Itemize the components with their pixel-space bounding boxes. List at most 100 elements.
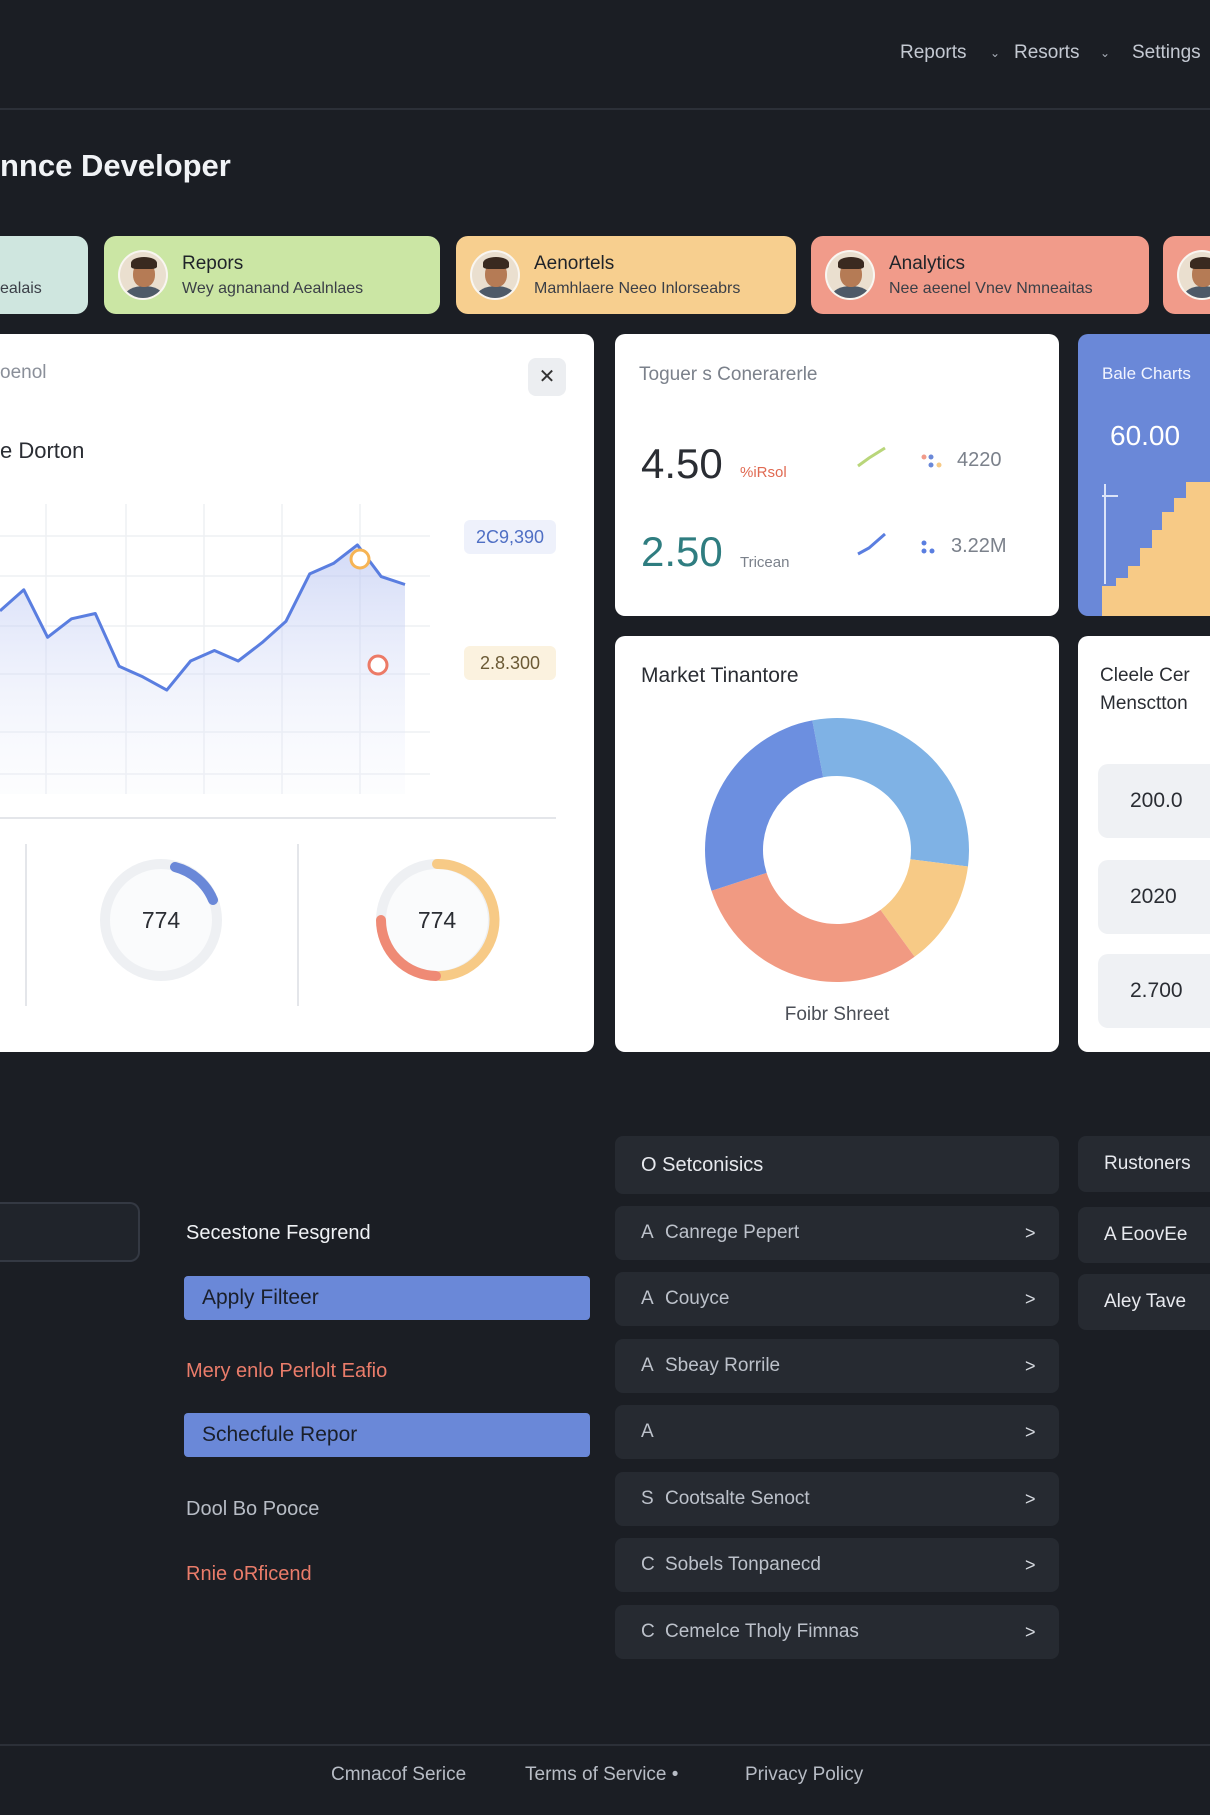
- row-letter: A: [641, 1288, 654, 1309]
- avatar: [1177, 250, 1210, 300]
- settings-list-row[interactable]: A Sbeay Rorrile >: [615, 1339, 1059, 1393]
- setting-label: Mery enlo Perlolt Eafio: [186, 1360, 388, 1382]
- top-nav: Reports ⌄ Resorts ⌄ Settings: [0, 0, 1210, 110]
- chevron-right-icon[interactable]: >: [1025, 1622, 1036, 1642]
- chevron-right-icon[interactable]: >: [1025, 1555, 1036, 1575]
- right-column-item[interactable]: Aley Tave: [1078, 1274, 1210, 1330]
- close-button[interactable]: ✕: [528, 358, 566, 396]
- donut-slice: [711, 872, 915, 982]
- nav-item-settings[interactable]: Settings: [1132, 42, 1201, 63]
- panel-title: Bale Charts: [1102, 364, 1191, 383]
- profile-card[interactable]: [1163, 236, 1210, 314]
- row-label: Sbeay Rorrile: [665, 1355, 781, 1376]
- metric-label: Tricean: [740, 554, 790, 571]
- step-chart: [1102, 482, 1210, 616]
- progress-ring-track: [100, 859, 222, 981]
- donut-slice: [812, 718, 969, 867]
- chevron-right-icon[interactable]: >: [1025, 1422, 1036, 1442]
- ring-value: 774: [417, 907, 457, 933]
- value-tag: 2C9,390: [464, 520, 556, 554]
- chevron-down-icon[interactable]: ⌄: [990, 46, 1001, 60]
- footer-divider: [0, 1744, 1210, 1746]
- list-item[interactable]: 2020: [1098, 860, 1210, 934]
- metric-label: %iRsol: [740, 464, 787, 481]
- line-chart: [0, 504, 556, 1006]
- row-label: Cemelce Tholy Fimnas: [665, 1621, 859, 1642]
- chevron-down-icon[interactable]: ⌄: [1100, 46, 1111, 60]
- settings-list-row[interactable]: S Cootsalte Senoct >: [615, 1472, 1059, 1526]
- avatar: [118, 250, 168, 300]
- settings-list-row[interactable]: C Cemelce Tholy Fimnas >: [615, 1605, 1059, 1659]
- panel-title: oenol: [0, 362, 47, 383]
- profile-card[interactable]: ealais: [0, 236, 88, 314]
- donut-chart-panel: Market Tinantore Foibr Shreet: [615, 636, 1059, 1052]
- panel-title: Market Tinantore: [641, 664, 799, 687]
- ring-value: 774: [141, 907, 181, 933]
- row-label: Cootsalte Senoct: [665, 1488, 810, 1509]
- value-tag: 2.8.300: [464, 646, 556, 680]
- footer-link-privacy[interactable]: Privacy Policy: [745, 1764, 864, 1785]
- profile-desc: Mamhlaere Neeo Inlorseabrs: [534, 280, 741, 297]
- profile-card[interactable]: Analytics Nee aeenel Vnev Nmneaitas: [811, 236, 1149, 314]
- footer-link-terms[interactable]: Terms of Service •: [525, 1764, 679, 1785]
- donut-chart: [705, 718, 969, 982]
- metric-secondary: 3.22M: [951, 535, 1007, 557]
- profile-card[interactable]: Repors Wey agnanand Aealnlaes: [104, 236, 440, 314]
- row-letter: A: [641, 1355, 654, 1376]
- settings-list-row[interactable]: A Couyce >: [615, 1272, 1059, 1326]
- list-item[interactable]: 2.700: [1098, 954, 1210, 1028]
- schedule-report-button[interactable]: Schecfule Repor: [184, 1413, 590, 1457]
- main-chart-panel: oenol ✕ e Dorton 2C9,390 2.8.300 774 774: [0, 334, 594, 1052]
- settings-list-row[interactable]: C Sobels Tonpanecd >: [615, 1538, 1059, 1592]
- metric-value: 2.50: [641, 528, 723, 575]
- setting-label: Secestone Fesgrend: [186, 1222, 371, 1244]
- chevron-right-icon[interactable]: >: [1025, 1356, 1036, 1376]
- setting-label: Rnie oRficend: [186, 1563, 312, 1585]
- nav-item-resorts[interactable]: Resorts: [1014, 42, 1080, 63]
- dots-icon: [921, 540, 935, 554]
- dots-icon: [921, 454, 942, 468]
- row-label: Couyce: [665, 1288, 730, 1309]
- metric-secondary: 4220: [957, 449, 1002, 471]
- donut-slice: [705, 720, 824, 891]
- chart-footer: Foibr Shreet: [784, 1004, 890, 1025]
- close-icon: ✕: [538, 366, 556, 388]
- footer-link-contact[interactable]: Cmnacof Serice: [331, 1764, 467, 1785]
- row-letter: C: [641, 1621, 655, 1642]
- chevron-right-icon[interactable]: >: [1025, 1489, 1036, 1509]
- panel-value: 60.00: [1110, 420, 1181, 451]
- text-input[interactable]: [0, 1202, 140, 1262]
- chart-subtitle: e Dorton: [0, 438, 85, 463]
- nav-item-reports[interactable]: Reports: [900, 42, 967, 63]
- panel-title: Cleele Cer Mensctton: [1100, 665, 1190, 714]
- donut-slice: [880, 859, 968, 957]
- profile-desc: ealais: [0, 280, 42, 297]
- bar-chart-panel: Bale Charts 60.00: [1078, 334, 1210, 616]
- profile-card[interactable]: Aenortels Mamhlaere Neeo Inlorseabrs: [456, 236, 796, 314]
- profile-desc: Wey agnanand Aealnlaes: [182, 280, 364, 297]
- metric-value: 4.50: [641, 440, 723, 487]
- highlight-point: [367, 654, 389, 676]
- profile-desc: Nee aeenel Vnev Nmneaitas: [889, 280, 1093, 297]
- row-label: Sobels Tonpanecd: [665, 1554, 821, 1575]
- chart-area: [0, 544, 405, 794]
- right-column-header[interactable]: Rustoners: [1078, 1136, 1210, 1192]
- settings-list-row[interactable]: A >: [615, 1405, 1059, 1459]
- trend-up-icon: [857, 446, 886, 468]
- row-letter: A: [641, 1421, 654, 1442]
- avatar: [470, 250, 520, 300]
- chevron-right-icon[interactable]: >: [1025, 1289, 1036, 1309]
- settings-list-row[interactable]: A Canrege Pepert >: [615, 1206, 1059, 1260]
- list-item[interactable]: 200.0: [1098, 764, 1210, 838]
- settings-list-header[interactable]: O Setconisics: [615, 1136, 1059, 1194]
- apply-filter-button[interactable]: Apply Filteer: [184, 1276, 590, 1320]
- chart-line: [0, 543, 406, 692]
- page-title: nnce Developer: [0, 148, 231, 183]
- progress-ring-arc: [432, 858, 500, 981]
- row-letter: C: [641, 1554, 655, 1575]
- row-letter: S: [641, 1488, 654, 1509]
- right-column-item[interactable]: A EoovEe: [1078, 1207, 1210, 1263]
- chevron-right-icon[interactable]: >: [1025, 1223, 1036, 1243]
- progress-ring-arc: [376, 915, 441, 981]
- panel-title: Toguer s Conerarerle: [639, 364, 818, 385]
